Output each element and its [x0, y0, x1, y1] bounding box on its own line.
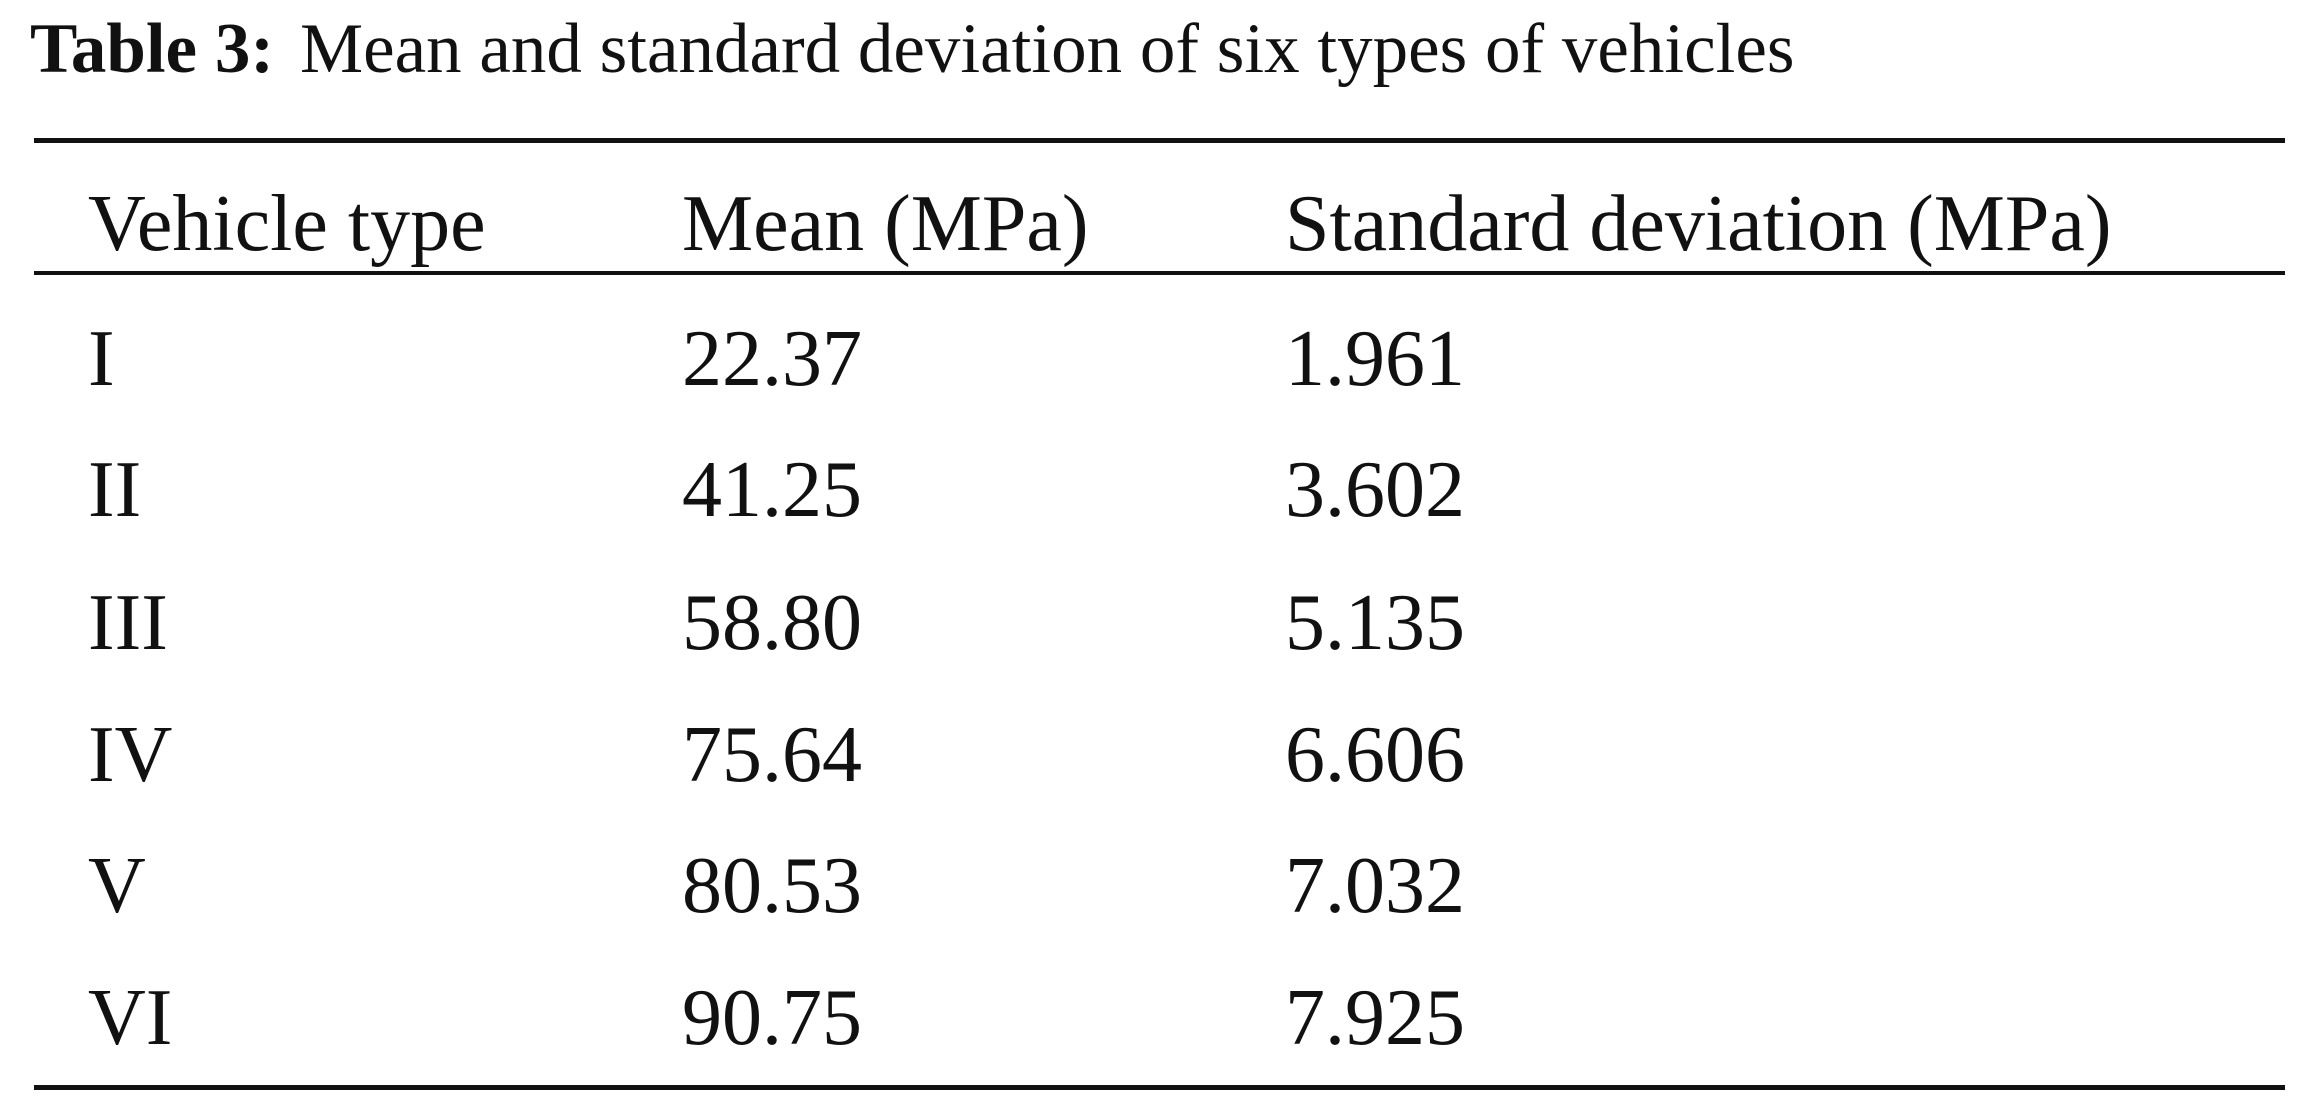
- standard-deviation-cell: 3.602: [1285, 446, 1465, 534]
- vehicle-type-cell: V: [88, 842, 146, 930]
- column-header-standard-deviation: Standard deviation (MPa): [1285, 180, 2112, 268]
- standard-deviation-cell: 5.135: [1285, 579, 1465, 667]
- table-bottom-rule: [34, 1085, 2285, 1090]
- standard-deviation-cell: 1.961: [1285, 315, 1465, 403]
- vehicle-type-cell: II: [88, 446, 142, 534]
- mean-cell: 90.75: [682, 974, 862, 1062]
- mean-cell: 58.80: [682, 579, 862, 667]
- column-header-mean: Mean (MPa): [682, 180, 1089, 268]
- vehicle-type-cell: IV: [88, 711, 173, 799]
- mean-cell: 22.37: [682, 315, 862, 403]
- vehicle-type-cell: I: [88, 315, 115, 403]
- table-caption-text: Mean and standard deviation of six types…: [299, 10, 1795, 88]
- table-header-rule: [34, 271, 2285, 275]
- standard-deviation-cell: 7.032: [1285, 842, 1465, 930]
- table-caption: Table 3: Mean and standard deviation of s…: [30, 6, 2290, 92]
- mean-cell: 75.64: [682, 711, 862, 799]
- column-header-vehicle-type: Vehicle type: [88, 180, 486, 268]
- vehicle-type-cell: VI: [88, 974, 173, 1062]
- vehicle-type-cell: III: [88, 579, 168, 667]
- standard-deviation-cell: 7.925: [1285, 974, 1465, 1062]
- mean-cell: 80.53: [682, 842, 862, 930]
- mean-cell: 41.25: [682, 446, 862, 534]
- table-caption-label: Table 3:: [30, 10, 274, 88]
- table-top-rule: [34, 138, 2285, 143]
- standard-deviation-cell: 6.606: [1285, 711, 1465, 799]
